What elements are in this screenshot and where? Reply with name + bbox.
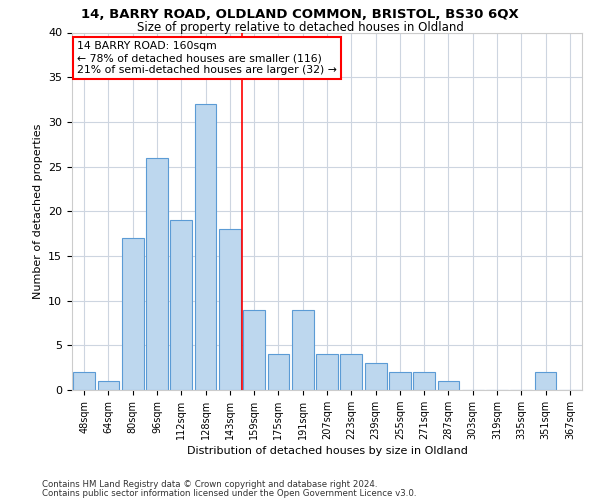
Bar xyxy=(146,158,168,390)
Bar xyxy=(268,354,289,390)
Bar xyxy=(437,381,460,390)
Text: 14 BARRY ROAD: 160sqm
← 78% of detached houses are smaller (116)
21% of semi-det: 14 BARRY ROAD: 160sqm ← 78% of detached … xyxy=(77,42,337,74)
Bar xyxy=(97,381,119,390)
Bar xyxy=(122,238,143,390)
Text: Size of property relative to detached houses in Oldland: Size of property relative to detached ho… xyxy=(137,21,463,34)
Text: 14, BARRY ROAD, OLDLAND COMMON, BRISTOL, BS30 6QX: 14, BARRY ROAD, OLDLAND COMMON, BRISTOL,… xyxy=(81,8,519,20)
Bar xyxy=(389,372,411,390)
Bar xyxy=(243,310,265,390)
Bar xyxy=(292,310,314,390)
Bar xyxy=(194,104,217,390)
X-axis label: Distribution of detached houses by size in Oldland: Distribution of detached houses by size … xyxy=(187,446,467,456)
Bar xyxy=(316,354,338,390)
Bar xyxy=(219,229,241,390)
Y-axis label: Number of detached properties: Number of detached properties xyxy=(32,124,43,299)
Bar xyxy=(535,372,556,390)
Bar xyxy=(413,372,435,390)
Bar xyxy=(73,372,95,390)
Text: Contains HM Land Registry data © Crown copyright and database right 2024.: Contains HM Land Registry data © Crown c… xyxy=(42,480,377,489)
Bar xyxy=(365,363,386,390)
Bar xyxy=(340,354,362,390)
Bar xyxy=(170,220,192,390)
Text: Contains public sector information licensed under the Open Government Licence v3: Contains public sector information licen… xyxy=(42,489,416,498)
